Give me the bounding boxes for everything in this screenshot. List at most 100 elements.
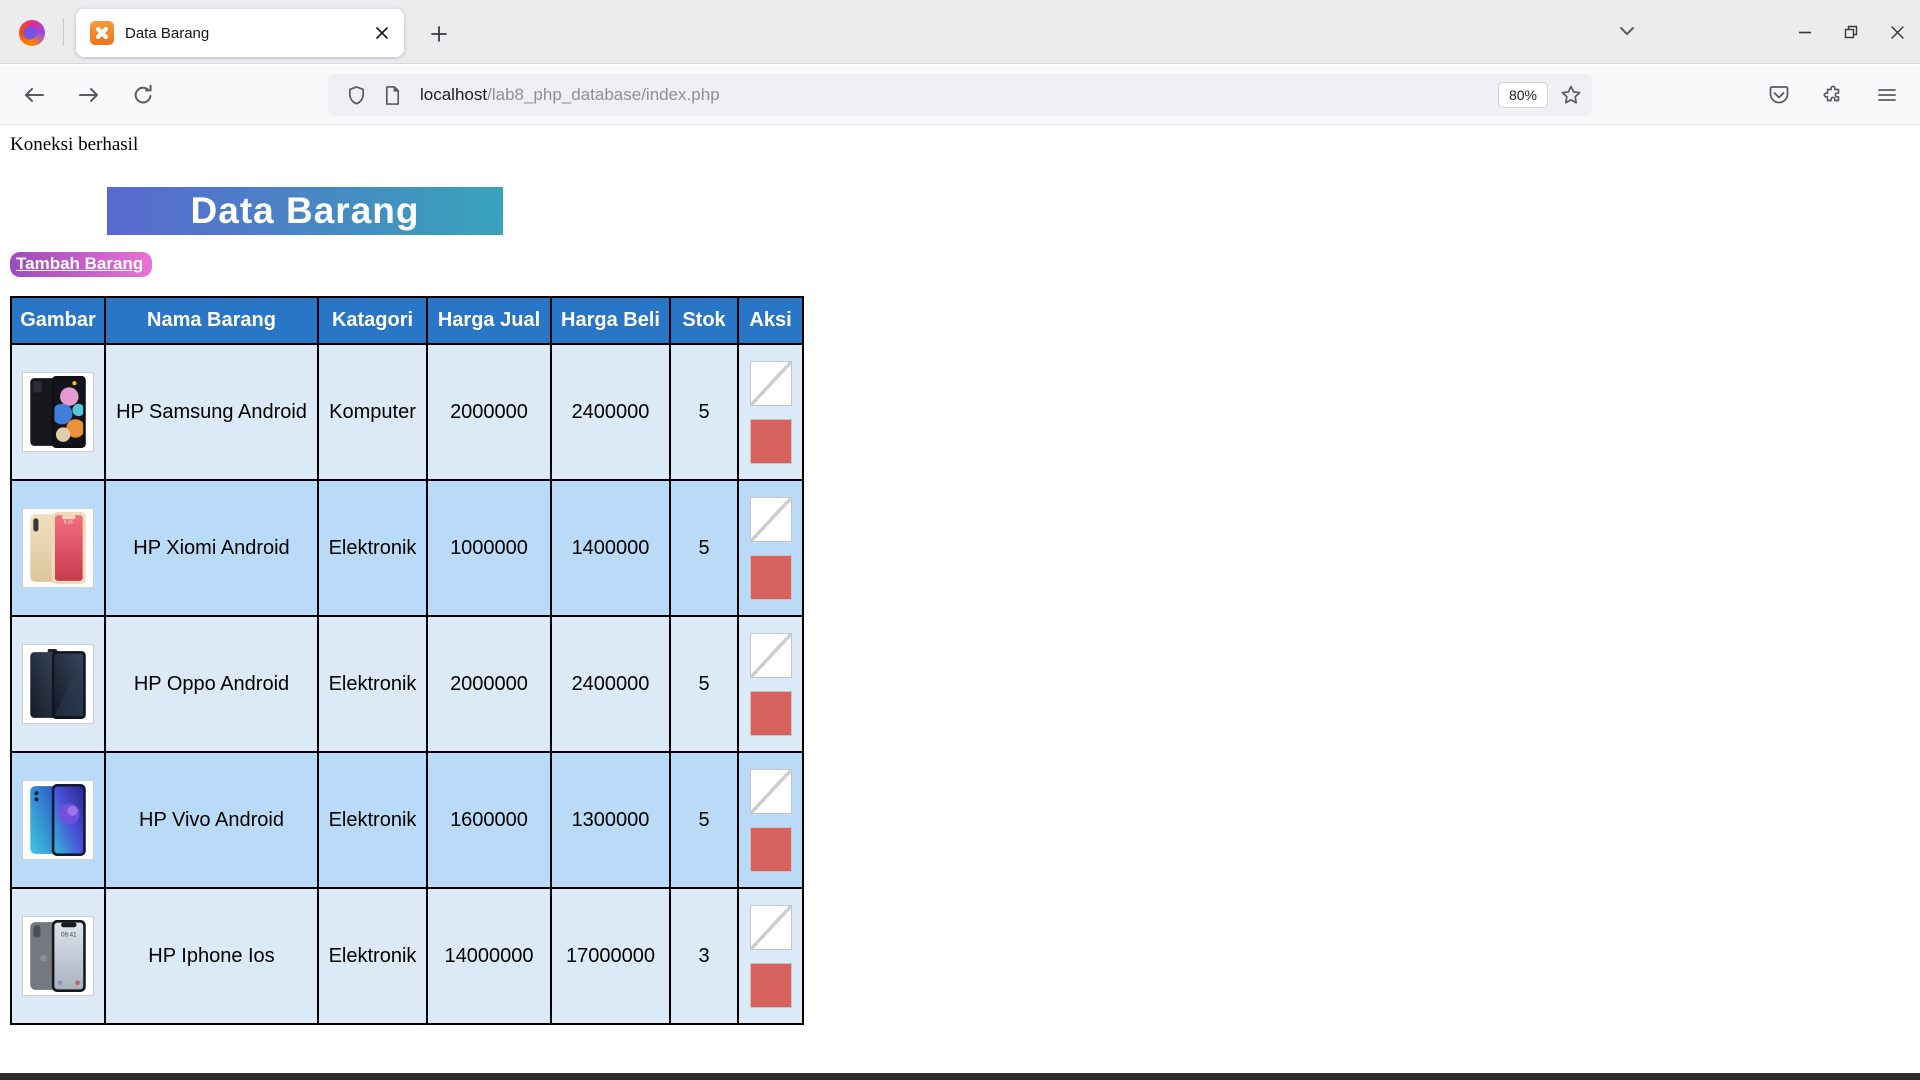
window-controls xyxy=(1782,0,1920,64)
cell-aksi xyxy=(737,343,804,481)
zoom-level-badge[interactable]: 80% xyxy=(1497,82,1548,108)
delete-button-image-icon[interactable] xyxy=(749,418,792,464)
cell-gambar: 8:16 xyxy=(10,479,106,617)
reload-button[interactable] xyxy=(124,76,162,114)
firefox-icon xyxy=(19,20,45,46)
cell-aksi xyxy=(737,479,804,617)
minimize-button[interactable] xyxy=(1782,12,1828,52)
cell-harga-beli: 2400000 xyxy=(550,343,671,481)
page-title-banner: Data Barang xyxy=(107,187,503,235)
cell-stok: 5 xyxy=(669,479,739,617)
table-row: HP Samsung Android Komputer 2000000 2400… xyxy=(10,343,804,481)
cell-stok: 5 xyxy=(669,615,739,753)
delete-button-image-icon[interactable] xyxy=(749,826,792,872)
cell-nama: HP Xiomi Android xyxy=(104,479,319,617)
delete-button-image-icon[interactable] xyxy=(749,962,792,1008)
connection-status-text: Koneksi berhasil xyxy=(10,134,139,155)
page-title: Data Barang xyxy=(190,190,420,231)
url-text: localhost/lab8_php_database/index.php xyxy=(420,85,1498,105)
svg-text:09:41: 09:41 xyxy=(61,931,77,938)
col-header-harga-beli: Harga Beli xyxy=(550,296,671,345)
cell-stok: 5 xyxy=(669,343,739,481)
data-barang-table: Gambar Nama Barang Katagori Harga Jual H… xyxy=(10,296,804,1025)
cell-katagori: Komputer xyxy=(317,343,428,481)
product-image-samsung xyxy=(22,372,94,452)
new-tab-button[interactable] xyxy=(424,19,454,49)
table-row: 09:41 HP Iphone Ios Elektronik 14000000 … xyxy=(10,887,804,1025)
tab-separator xyxy=(63,18,64,46)
pocket-icon[interactable] xyxy=(1760,76,1798,114)
edit-button-broken-image-icon[interactable] xyxy=(749,768,792,814)
tracking-protection-shield-icon[interactable] xyxy=(346,85,367,106)
close-window-button[interactable] xyxy=(1874,12,1920,52)
table-row: HP Oppo Android Elektronik 2000000 24000… xyxy=(10,615,804,753)
cell-stok: 5 xyxy=(669,751,739,889)
back-button[interactable] xyxy=(15,76,53,114)
navigation-toolbar: localhost/lab8_php_database/index.php 80… xyxy=(0,65,1920,125)
tab-bar: Data Barang xyxy=(0,0,1920,64)
tambah-barang-link[interactable]: Tambah Barang xyxy=(16,254,144,273)
cell-harga-beli: 1400000 xyxy=(550,479,671,617)
add-item-pill: Tambah Barang xyxy=(10,252,153,277)
product-image-oppo xyxy=(22,644,94,724)
cell-nama: HP Samsung Android xyxy=(104,343,319,481)
product-image-xiomi: 8:16 xyxy=(22,508,94,588)
cell-harga-jual: 1600000 xyxy=(426,751,552,889)
cell-gambar: 09:41 xyxy=(10,887,106,1025)
forward-button[interactable] xyxy=(70,76,108,114)
edit-button-broken-image-icon[interactable] xyxy=(749,496,792,542)
cell-harga-beli: 2400000 xyxy=(550,615,671,753)
cell-harga-beli: 1300000 xyxy=(550,751,671,889)
edit-button-broken-image-icon[interactable] xyxy=(749,632,792,678)
product-image-vivo xyxy=(22,780,94,860)
edit-button-broken-image-icon[interactable] xyxy=(749,360,792,406)
cell-harga-jual: 2000000 xyxy=(426,615,552,753)
product-image-iphone: 09:41 xyxy=(22,916,94,996)
delete-button-image-icon[interactable] xyxy=(749,554,792,600)
cell-gambar xyxy=(10,343,106,481)
cell-gambar xyxy=(10,615,106,753)
tab-data-barang[interactable]: Data Barang xyxy=(76,9,404,57)
svg-text:8:16: 8:16 xyxy=(64,519,73,524)
edit-button-broken-image-icon[interactable] xyxy=(749,904,792,950)
table-row: HP Vivo Android Elektronik 1600000 13000… xyxy=(10,751,804,889)
url-path: /lab8_php_database/index.php xyxy=(487,85,720,104)
xampp-favicon-icon xyxy=(90,21,114,45)
menu-hamburger-icon[interactable] xyxy=(1868,76,1906,114)
col-header-nama: Nama Barang xyxy=(104,296,319,345)
col-header-harga-jual: Harga Jual xyxy=(426,296,552,345)
cell-harga-beli: 17000000 xyxy=(550,887,671,1025)
cell-harga-jual: 14000000 xyxy=(426,887,552,1025)
table-header-row: Gambar Nama Barang Katagori Harga Jual H… xyxy=(10,296,804,345)
bookmark-star-icon[interactable] xyxy=(1560,84,1582,106)
col-header-gambar: Gambar xyxy=(10,296,106,345)
cell-katagori: Elektronik xyxy=(317,751,428,889)
list-all-tabs-chevron-icon[interactable] xyxy=(1608,12,1646,50)
cell-stok: 3 xyxy=(669,887,739,1025)
url-host: localhost xyxy=(420,85,488,104)
col-header-stok: Stok xyxy=(669,296,739,345)
site-info-page-icon[interactable] xyxy=(383,85,402,106)
cell-gambar xyxy=(10,751,106,889)
cell-katagori: Elektronik xyxy=(317,479,428,617)
delete-button-image-icon[interactable] xyxy=(749,690,792,736)
restore-button[interactable] xyxy=(1828,12,1874,52)
page-content: Koneksi berhasil Data Barang Tambah Bara… xyxy=(0,126,1920,1074)
cell-harga-jual: 1000000 xyxy=(426,479,552,617)
cell-nama: HP Vivo Android xyxy=(104,751,319,889)
url-bar[interactable]: localhost/lab8_php_database/index.php 80… xyxy=(328,74,1592,116)
cell-aksi xyxy=(737,887,804,1025)
cell-katagori: Elektronik xyxy=(317,887,428,1025)
window-bottom-edge xyxy=(0,1073,1920,1080)
cell-harga-jual: 2000000 xyxy=(426,343,552,481)
cell-katagori: Elektronik xyxy=(317,615,428,753)
tab-title: Data Barang xyxy=(125,24,210,42)
col-header-aksi: Aksi xyxy=(737,296,804,345)
cell-nama: HP Oppo Android xyxy=(104,615,319,753)
table-row: 8:16 HP Xiomi Android Elektronik 1000000… xyxy=(10,479,804,617)
col-header-katagori: Katagori xyxy=(317,296,428,345)
tab-close-icon[interactable] xyxy=(368,19,396,47)
extensions-puzzle-icon[interactable] xyxy=(1814,76,1852,114)
cell-aksi xyxy=(737,751,804,889)
